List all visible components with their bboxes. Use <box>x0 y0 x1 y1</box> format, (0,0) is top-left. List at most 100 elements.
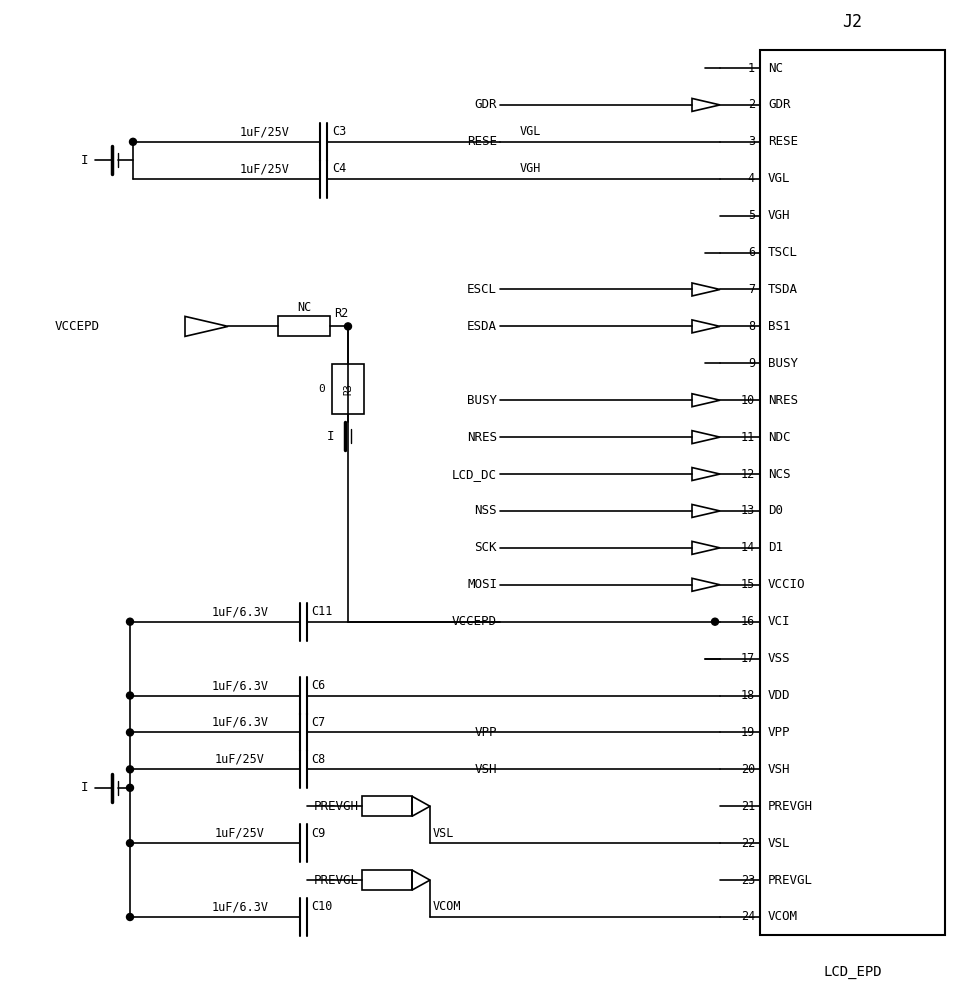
Text: 9: 9 <box>748 357 755 370</box>
Text: VGL: VGL <box>768 172 791 185</box>
Text: C4: C4 <box>332 162 346 175</box>
Text: PREVGL: PREVGL <box>314 874 359 887</box>
Text: SCK: SCK <box>475 541 497 554</box>
Text: LCD_DC: LCD_DC <box>452 468 497 481</box>
Text: VSL: VSL <box>433 827 455 840</box>
Text: VSL: VSL <box>768 837 791 850</box>
Text: I: I <box>326 430 333 443</box>
Text: 7: 7 <box>748 283 755 296</box>
Text: 10: 10 <box>741 394 755 407</box>
Text: 20: 20 <box>741 763 755 776</box>
Text: 15: 15 <box>741 578 755 591</box>
Text: C9: C9 <box>311 827 325 840</box>
Text: BUSY: BUSY <box>768 357 798 370</box>
Bar <box>362 870 412 890</box>
Text: 1uF/6.3V: 1uF/6.3V <box>211 679 268 692</box>
Text: 12: 12 <box>741 468 755 481</box>
Text: 1uF/6.3V: 1uF/6.3V <box>211 716 268 729</box>
Text: LCD_EPD: LCD_EPD <box>824 965 882 979</box>
Text: RESE: RESE <box>768 135 798 148</box>
Text: NDC: NDC <box>768 431 791 444</box>
Text: 3: 3 <box>748 135 755 148</box>
Text: VSS: VSS <box>768 652 791 665</box>
Text: 17: 17 <box>741 652 755 665</box>
Circle shape <box>711 618 719 625</box>
Text: TSCL: TSCL <box>768 246 798 259</box>
Text: 0: 0 <box>319 384 326 394</box>
Text: C11: C11 <box>311 605 333 618</box>
Text: 1uF/25V: 1uF/25V <box>240 125 290 138</box>
Text: VDD: VDD <box>768 689 791 702</box>
Text: NRES: NRES <box>467 431 497 444</box>
Text: NRES: NRES <box>768 394 798 407</box>
Text: 1uF/25V: 1uF/25V <box>215 827 265 840</box>
Text: 19: 19 <box>741 726 755 739</box>
Text: 21: 21 <box>741 800 755 813</box>
Text: VPP: VPP <box>475 726 497 739</box>
Text: PREVGH: PREVGH <box>768 800 813 813</box>
Text: 18: 18 <box>741 689 755 702</box>
Text: VGH: VGH <box>520 162 541 175</box>
Text: NSS: NSS <box>475 504 497 517</box>
Text: 8: 8 <box>748 320 755 333</box>
Text: RESE: RESE <box>467 135 497 148</box>
Text: 1: 1 <box>748 62 755 75</box>
Text: J2: J2 <box>843 13 863 31</box>
Circle shape <box>127 766 134 773</box>
Text: C10: C10 <box>311 900 333 914</box>
Text: I: I <box>82 154 88 167</box>
Text: 5: 5 <box>748 209 755 222</box>
Text: 1uF/25V: 1uF/25V <box>215 753 265 766</box>
Circle shape <box>127 840 134 847</box>
Text: VGL: VGL <box>520 125 541 138</box>
Text: 14: 14 <box>741 541 755 554</box>
Text: TSDA: TSDA <box>768 283 798 296</box>
Text: I: I <box>82 781 88 794</box>
Text: VCI: VCI <box>768 615 791 628</box>
Text: D1: D1 <box>768 541 783 554</box>
Circle shape <box>127 729 134 736</box>
Text: BUSY: BUSY <box>467 394 497 407</box>
Text: 6: 6 <box>748 246 755 259</box>
Circle shape <box>344 323 352 330</box>
Text: 22: 22 <box>741 837 755 850</box>
Text: C3: C3 <box>332 125 346 138</box>
Circle shape <box>130 138 136 145</box>
Bar <box>362 796 412 816</box>
Text: VCCIO: VCCIO <box>768 578 805 591</box>
Text: MOSI: MOSI <box>467 578 497 591</box>
Text: VCCEPD: VCCEPD <box>55 320 100 333</box>
Text: 16: 16 <box>741 615 755 628</box>
Text: VCOM: VCOM <box>768 910 798 924</box>
Bar <box>278 316 330 336</box>
Text: VGH: VGH <box>768 209 791 222</box>
Text: 23: 23 <box>741 874 755 887</box>
Text: 11: 11 <box>741 431 755 444</box>
Text: C7: C7 <box>311 716 325 729</box>
Text: GDR: GDR <box>475 98 497 111</box>
Text: D0: D0 <box>768 504 783 517</box>
Text: NC: NC <box>768 62 783 75</box>
Text: 13: 13 <box>741 504 755 517</box>
Circle shape <box>127 692 134 699</box>
Text: VSH: VSH <box>768 763 791 776</box>
Text: 4: 4 <box>748 172 755 185</box>
Text: NC: NC <box>297 301 311 314</box>
Bar <box>760 50 945 935</box>
Circle shape <box>127 784 134 791</box>
Text: VSH: VSH <box>475 763 497 776</box>
Bar <box>332 364 364 414</box>
Text: 1uF/25V: 1uF/25V <box>240 162 290 175</box>
Text: BS1: BS1 <box>768 320 791 333</box>
Text: VPP: VPP <box>768 726 791 739</box>
Text: 1uF/6.3V: 1uF/6.3V <box>211 900 268 914</box>
Text: C8: C8 <box>311 753 325 766</box>
Text: R3: R3 <box>343 384 353 395</box>
Text: 2: 2 <box>748 98 755 111</box>
Text: GDR: GDR <box>768 98 791 111</box>
Text: R2: R2 <box>334 307 348 320</box>
Text: PREVGL: PREVGL <box>768 874 813 887</box>
Text: 1uF/6.3V: 1uF/6.3V <box>211 605 268 618</box>
Circle shape <box>127 914 134 920</box>
Text: NCS: NCS <box>768 468 791 481</box>
